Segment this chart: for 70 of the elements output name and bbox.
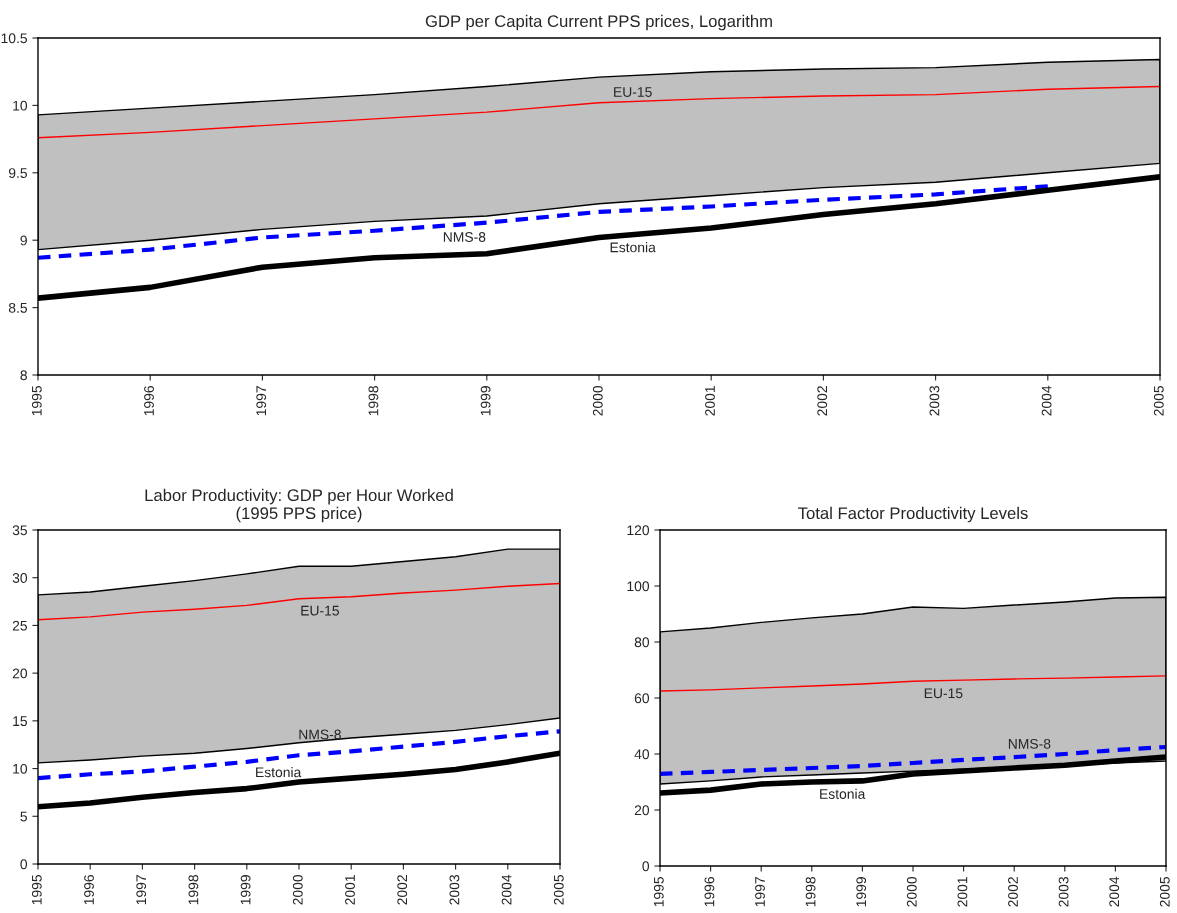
x-tick-label: 2005	[1159, 877, 1170, 907]
x-tick-label: 2003	[1058, 877, 1069, 907]
y-tick-label: 15	[13, 716, 27, 727]
x-tick-label: 1995	[653, 877, 664, 907]
y-tick-label: 80	[634, 637, 650, 648]
y-tick-label: 8.5	[8, 302, 27, 313]
line-series	[38, 582, 560, 621]
x-tick-label: 2002	[1008, 877, 1018, 907]
y-tick-label: 5	[20, 811, 27, 822]
x-tick-label: 1998	[188, 875, 199, 905]
y-tick-label: 20	[12, 668, 28, 679]
series-label: NMS-8	[1008, 738, 1051, 749]
x-tick-label: 2003	[929, 386, 940, 416]
x-tick-label: 2001	[345, 875, 355, 905]
x-tick-label: 1997	[136, 875, 147, 905]
x-tick-label: 2002	[397, 875, 408, 905]
y-tick-label: 30	[12, 573, 28, 583]
x-tick-label: 2004	[1109, 876, 1120, 907]
x-tick-label: 1996	[144, 386, 154, 416]
x-tick-label: 2002	[817, 386, 828, 416]
y-tick-label: 10.5	[1, 33, 27, 44]
y-tick-label: 9	[20, 235, 27, 246]
y-tick-label: 60	[634, 693, 650, 704]
series-label: NMS-8	[299, 729, 341, 740]
y-tick-label: 9.5	[8, 168, 27, 178]
y-tick-label: 25	[12, 620, 27, 631]
series-label: Estonia	[610, 242, 656, 253]
chart-title: Labor Productivity: GDP per Hour Worked (1995 PPS price)	[145, 488, 453, 523]
line-series	[38, 184, 1050, 260]
series-label: NMS-8	[443, 232, 486, 242]
y-tick-label: 0	[20, 859, 28, 870]
x-tick-label: 1997	[755, 877, 765, 907]
x-tick-label: 1995	[31, 386, 42, 416]
series-label: Estonia	[820, 788, 866, 799]
x-tick-label: 2005	[1153, 386, 1164, 416]
x-tick-label: 1999	[480, 386, 491, 416]
series-label: EU-15	[614, 87, 652, 97]
x-tick-label: 1996	[704, 877, 715, 907]
x-tick-label: 1998	[368, 386, 379, 416]
y-tick-label: 35	[12, 525, 27, 536]
x-tick-label: 2004	[1041, 385, 1052, 416]
series-label: EU-15	[301, 605, 339, 616]
y-tick-label: 120	[627, 525, 650, 536]
line-series	[38, 85, 1160, 139]
y-tick-label: 10	[13, 100, 28, 111]
y-tick-label: 8	[20, 370, 27, 381]
y-tick-label: 0	[642, 861, 650, 872]
x-tick-label: 2001	[705, 386, 715, 416]
y-tick-label: 10	[13, 763, 28, 774]
x-tick-label: 1998	[805, 877, 816, 907]
x-tick-label: 2000	[292, 874, 303, 905]
x-tick-label: 1996	[84, 875, 94, 905]
y-tick-label: 100	[627, 581, 650, 592]
x-tick-label: 2003	[449, 875, 460, 905]
series-label: Estonia	[256, 767, 302, 778]
x-tick-label: 1997	[256, 386, 267, 416]
x-tick-label: 2001	[957, 877, 968, 907]
x-tick-label: 2005	[553, 875, 564, 905]
line-series	[38, 729, 560, 781]
series-label: EU-15	[924, 688, 963, 699]
x-tick-label: 2004	[501, 874, 512, 905]
y-tick-label: 20	[634, 805, 650, 816]
x-tick-label: 2000	[592, 385, 603, 416]
y-tick-label: 40	[634, 749, 650, 760]
x-tick-label: 2000	[906, 876, 917, 907]
x-tick-label: 1999	[856, 877, 867, 907]
chart-title: GDP per Capita Current PPS prices, Logarithm	[425, 14, 772, 31]
x-tick-label: 1999	[240, 875, 251, 905]
chart-title: Total Factor Productivity Levels	[798, 506, 1028, 523]
x-tick-label: 1995	[31, 875, 42, 905]
